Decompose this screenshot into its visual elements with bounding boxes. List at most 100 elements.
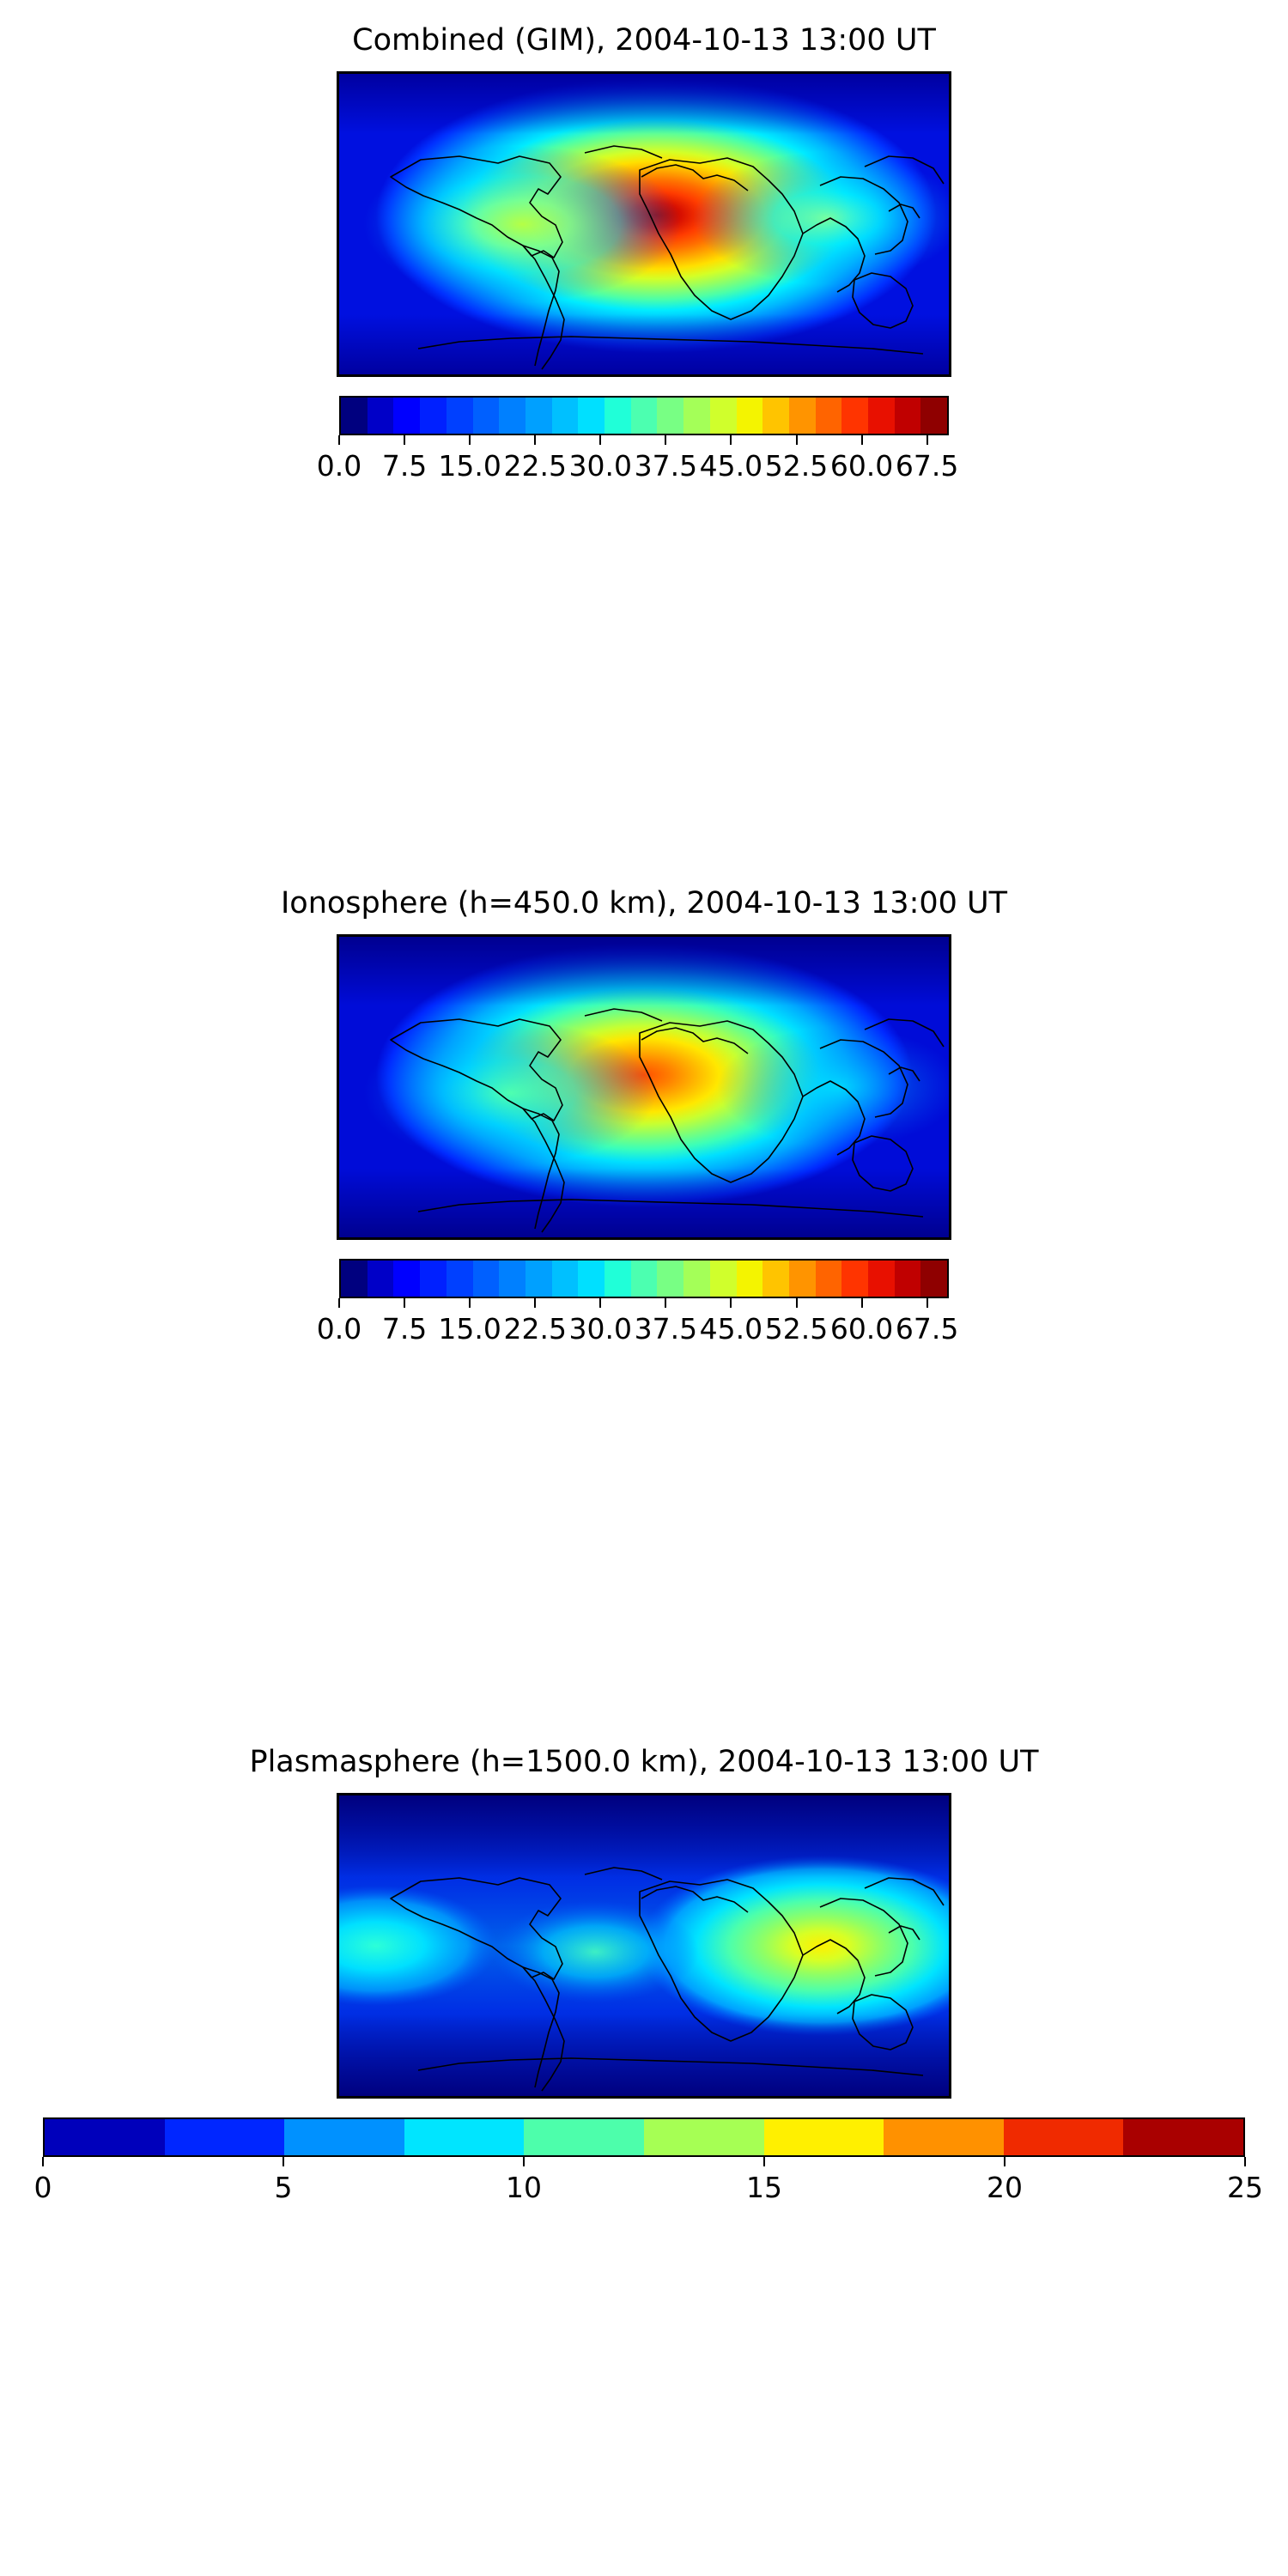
colorbar-tick	[1244, 2157, 1246, 2166]
colorbar-swatch-5	[472, 1261, 500, 1297]
colorbar-swatch-0	[341, 398, 368, 434]
colorbar-swatch-16	[762, 1261, 789, 1297]
colorbar-tick-label: 0	[33, 2171, 52, 2204]
colorbar-tick-label: 67.5	[895, 449, 959, 483]
colorbar-swatch-12	[657, 1261, 684, 1297]
colorbar-swatch-11	[630, 1261, 658, 1297]
panel-plasmasphere: Plasmasphere (h=1500.0 km), 2004-10-13 1…	[0, 1747, 1288, 2207]
colorbar-swatch-3	[420, 1261, 447, 1297]
panel-title-ionosphere: Ionosphere (h=450.0 km), 2004-10-13 13:0…	[280, 886, 1008, 920]
colorbar-swatch-13	[683, 1261, 710, 1297]
colorbar-tick	[534, 435, 537, 445]
colorbar-swatch-6	[499, 398, 526, 434]
colorbar-swatch-2	[393, 398, 421, 434]
colorbar-swatch-7	[884, 2119, 1004, 2155]
colorbar-combined: 0.0 7.5 15.0 22.5 30.0 37.5 45.0 52.5 60.0 67.5	[317, 396, 959, 485]
colorbar-swatch-20	[868, 1261, 895, 1297]
colorbar-tick	[523, 2157, 525, 2166]
colorbar-tick	[599, 1298, 602, 1308]
colorbar-swatch-5	[472, 398, 500, 434]
colorbar-swatch-4	[446, 398, 473, 434]
colorbar-tick-label: 22.5	[503, 449, 567, 483]
colorbar-swatch-10	[605, 1261, 631, 1297]
colorbar-tick-label: 15.0	[438, 1312, 501, 1346]
colorbar-tick-label: 37.5	[634, 1312, 698, 1346]
colorbar-swatch-0	[341, 1261, 368, 1297]
colorbar-swatch-1	[367, 398, 394, 434]
colorbar-swatch-17	[788, 398, 816, 434]
colorbar-tick-label: 5	[274, 2171, 293, 2204]
colorbar-tick	[926, 435, 928, 445]
map-combined[interactable]	[337, 71, 951, 377]
colorbar-tick-label: 15.0	[438, 449, 501, 483]
colorbar-tick-label: 20	[987, 2171, 1023, 2204]
colorbar-swatch-8	[1003, 2119, 1124, 2155]
map-field-combined	[339, 74, 949, 374]
colorbar-swatch-4	[446, 1261, 473, 1297]
colorbar-tick-label: 15	[746, 2171, 782, 2204]
colorbar-swatch-16	[762, 398, 789, 434]
colorbar-tick	[404, 1298, 406, 1308]
map-plasmasphere[interactable]	[337, 1793, 951, 2099]
colorbar-tick-label: 45.0	[699, 449, 763, 483]
colorbar-plasmasphere-swatches	[43, 2117, 1245, 2157]
colorbar-swatch-21	[894, 398, 921, 434]
colorbar-combined-labels: 0.0 7.5 15.0 22.5 30.0 37.5 45.0 52.5 60.0 67.5	[317, 446, 959, 485]
colorbar-plasmasphere-labels: 0 5 10 15 20 25	[34, 2167, 1264, 2207]
colorbar-tick-label: 0.0	[316, 449, 362, 483]
colorbar-tick	[730, 1298, 732, 1308]
panel-combined-gim: Combined (GIM), 2004-10-13 13:00 UT	[0, 26, 1288, 485]
colorbar-swatch-10	[605, 398, 631, 434]
colorbar-tick	[1004, 2157, 1005, 2166]
colorbar-swatch-15	[736, 398, 763, 434]
colorbar-ionosphere: 0.0 7.5 15.0 22.5 30.0 37.5 45.0 52.5 60.0 67.5	[317, 1259, 958, 1348]
colorbar-swatch-3	[404, 2119, 525, 2155]
colorbar-swatch-9	[578, 1261, 605, 1297]
colorbar-swatch-19	[841, 1261, 869, 1297]
colorbar-tick-label: 22.5	[503, 1312, 567, 1346]
colorbar-tick	[338, 1298, 340, 1308]
panel-title-plasmasphere: Plasmasphere (h=1500.0 km), 2004-10-13 1…	[249, 1745, 1039, 1779]
colorbar-swatch-12	[657, 398, 684, 434]
colorbar-swatch-7	[525, 398, 552, 434]
colorbar-plasmasphere: 0 5 10 15 20 25	[34, 2117, 1264, 2207]
colorbar-swatch-4	[524, 2119, 644, 2155]
colorbar-tick	[42, 2157, 44, 2166]
colorbar-swatch-14	[709, 398, 737, 434]
map-field-plasmasphere	[339, 1795, 949, 2096]
colorbar-tick	[860, 435, 863, 445]
colorbar-tick-label: 67.5	[895, 1312, 959, 1346]
colorbar-tick	[534, 1298, 537, 1308]
colorbar-tick-label: 30.0	[568, 449, 633, 483]
colorbar-tick	[730, 435, 732, 445]
colorbar-plasmasphere-ticks	[42, 2157, 1246, 2167]
colorbar-tick-label: 0.0	[316, 1312, 362, 1346]
colorbar-tick	[763, 2157, 765, 2166]
colorbar-tick	[795, 435, 798, 445]
colorbar-swatch-6	[763, 2119, 884, 2155]
colorbar-swatch-2	[393, 1261, 421, 1297]
colorbar-tick-label: 37.5	[634, 449, 698, 483]
colorbar-swatch-2	[284, 2119, 404, 2155]
colorbar-combined-ticks	[338, 435, 949, 446]
colorbar-tick	[599, 435, 602, 445]
colorbar-swatch-18	[815, 398, 842, 434]
colorbar-tick	[860, 1298, 863, 1308]
colorbar-swatch-19	[841, 398, 869, 434]
colorbar-swatch-1	[367, 1261, 394, 1297]
colorbar-ionosphere-swatches	[339, 1259, 949, 1298]
colorbar-swatch-22	[920, 398, 948, 434]
colorbar-swatch-21	[894, 1261, 921, 1297]
colorbar-swatch-20	[868, 398, 895, 434]
colorbar-tick-label: 60.0	[829, 1312, 894, 1346]
colorbar-combined-swatches	[339, 396, 949, 435]
colorbar-tick-label: 25	[1227, 2171, 1263, 2204]
colorbar-tick	[795, 1298, 798, 1308]
colorbar-swatch-8	[551, 1261, 579, 1297]
colorbar-tick	[469, 1298, 471, 1308]
map-ionosphere[interactable]	[337, 934, 951, 1240]
colorbar-swatch-22	[920, 1261, 948, 1297]
colorbar-swatch-3	[420, 398, 447, 434]
colorbar-swatch-9	[578, 398, 605, 434]
